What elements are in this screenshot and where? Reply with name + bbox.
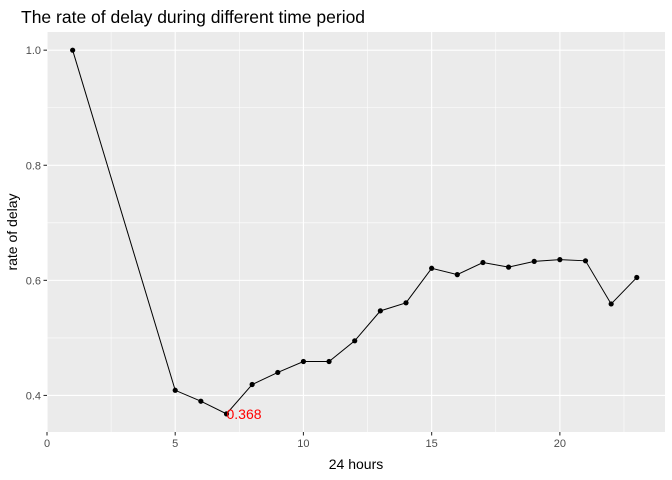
x-axis-ticks <box>46 432 561 436</box>
data-point <box>198 398 204 404</box>
series-line <box>72 50 638 415</box>
data-point <box>352 338 358 344</box>
y-axis-ticks <box>43 49 47 397</box>
data-point <box>403 300 409 306</box>
plot-panel <box>47 32 665 432</box>
x-tick-label: 10 <box>297 438 309 450</box>
data-point <box>172 387 178 393</box>
y-tick-label: 1.0 <box>26 45 41 57</box>
data-point <box>326 358 332 365</box>
data-point <box>429 265 435 271</box>
data-point <box>249 381 255 388</box>
minor-grid <box>47 32 665 432</box>
data-point <box>454 272 460 278</box>
data-point <box>531 258 537 264</box>
data-point <box>608 301 614 307</box>
data-point <box>223 411 230 417</box>
x-tick-label: 0 <box>44 438 50 450</box>
y-axis-title: rate of delay <box>4 193 20 270</box>
data-point <box>582 258 589 264</box>
x-tick-label: 20 <box>554 438 566 450</box>
chart-title: The rate of delay during different time … <box>21 7 365 27</box>
data-point <box>70 47 76 53</box>
series-layer <box>70 47 640 417</box>
y-tick-label: 0.8 <box>26 160 41 172</box>
data-point <box>300 358 307 365</box>
data-point <box>480 259 486 266</box>
data-point <box>557 257 563 263</box>
annotation-layer: 0.368 <box>227 406 262 422</box>
data-point <box>505 264 512 270</box>
data-point <box>634 274 640 281</box>
x-tick-label: 5 <box>172 438 178 450</box>
major-grid <box>46 32 665 432</box>
x-axis-tick-labels: 0 5 10 15 20 <box>44 438 566 450</box>
y-axis-tick-labels: 0.4 0.6 0.8 1.0 <box>26 45 41 402</box>
y-tick-label: 0.4 <box>26 390 41 402</box>
data-point <box>377 308 383 314</box>
x-tick-label: 15 <box>426 438 438 450</box>
x-axis-title: 24 hours <box>329 456 383 472</box>
y-tick-label: 0.6 <box>26 275 41 287</box>
data-point <box>275 369 281 376</box>
annotation-label: 0.368 <box>227 406 262 422</box>
